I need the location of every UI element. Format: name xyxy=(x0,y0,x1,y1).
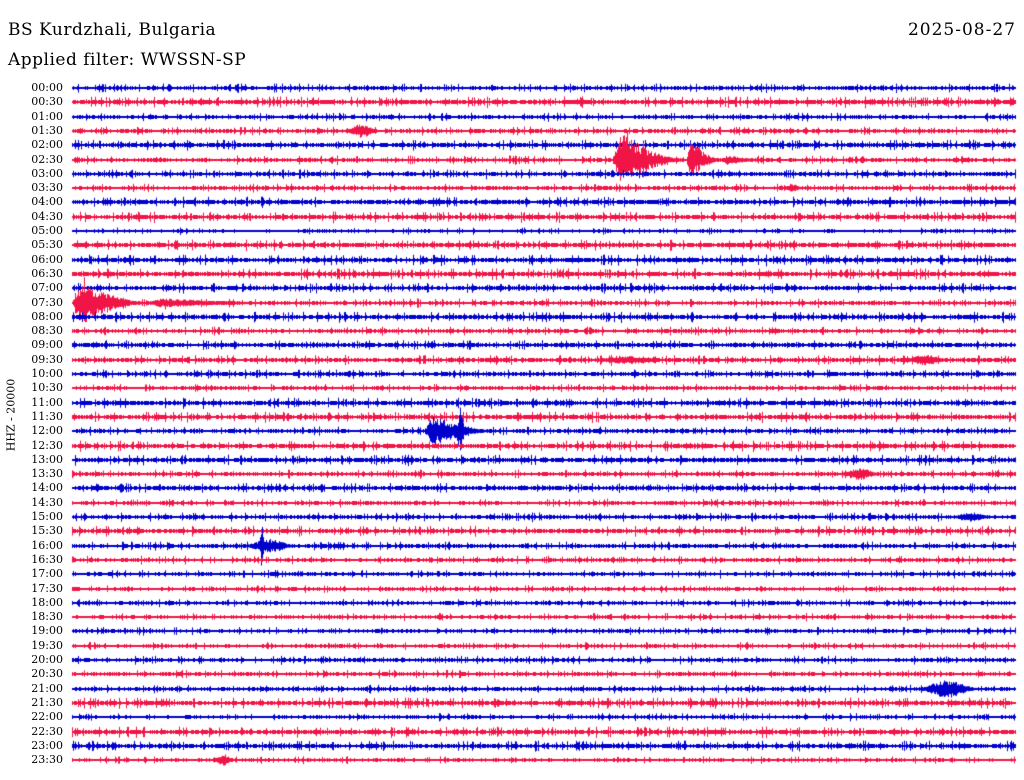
time-label-22:00: 22:00 xyxy=(31,710,63,723)
time-label-10:30: 10:30 xyxy=(31,381,63,394)
time-label-20:30: 20:30 xyxy=(31,667,63,680)
time-label-17:30: 17:30 xyxy=(31,582,63,595)
time-label-03:00: 03:00 xyxy=(31,167,63,180)
time-label-11:00: 11:00 xyxy=(31,396,63,409)
time-label-09:30: 09:30 xyxy=(31,353,63,366)
time-label-07:00: 07:00 xyxy=(31,281,63,294)
time-label-16:00: 16:00 xyxy=(31,539,63,552)
time-label-13:30: 13:30 xyxy=(31,467,63,480)
time-label-04:00: 04:00 xyxy=(31,195,63,208)
time-label-14:00: 14:00 xyxy=(31,481,63,494)
date-label: 2025-08-27 xyxy=(907,20,1016,40)
time-label-12:30: 12:30 xyxy=(31,439,63,452)
time-label-04:30: 04:30 xyxy=(31,210,63,223)
time-label-00:30: 00:30 xyxy=(31,95,63,108)
time-label-16:30: 16:30 xyxy=(31,553,63,566)
time-label-13:00: 13:00 xyxy=(31,453,63,466)
time-label-02:30: 02:30 xyxy=(31,153,63,166)
time-label-03:30: 03:30 xyxy=(31,181,63,194)
time-label-23:30: 23:30 xyxy=(31,753,63,766)
time-label-23:00: 23:00 xyxy=(31,739,63,752)
time-label-06:00: 06:00 xyxy=(31,253,63,266)
time-label-06:30: 06:30 xyxy=(31,267,63,280)
time-label-15:00: 15:00 xyxy=(31,510,63,523)
time-label-17:00: 17:00 xyxy=(31,567,63,580)
time-label-02:00: 02:00 xyxy=(31,138,63,151)
time-label-21:30: 21:30 xyxy=(31,696,63,709)
time-label-08:00: 08:00 xyxy=(31,310,63,323)
time-label-07:30: 07:30 xyxy=(31,296,63,309)
time-label-05:30: 05:30 xyxy=(31,238,63,251)
time-label-00:00: 00:00 xyxy=(31,81,63,94)
time-label-18:00: 18:00 xyxy=(31,596,63,609)
station-title: BS Kurdzhali, Bulgaria xyxy=(8,20,217,40)
time-label-01:30: 01:30 xyxy=(31,124,63,137)
time-label-19:30: 19:30 xyxy=(31,639,63,652)
filter-label: Applied filter: WWSSN-SP xyxy=(8,50,247,70)
time-label-18:30: 18:30 xyxy=(31,610,63,623)
time-label-05:00: 05:00 xyxy=(31,224,63,237)
time-label-12:00: 12:00 xyxy=(31,424,63,437)
time-label-08:30: 08:30 xyxy=(31,324,63,337)
time-label-15:30: 15:30 xyxy=(31,524,63,537)
time-label-09:00: 09:00 xyxy=(31,338,63,351)
time-label-21:00: 21:00 xyxy=(31,682,63,695)
time-label-14:30: 14:30 xyxy=(31,496,63,509)
time-label-01:00: 01:00 xyxy=(31,110,63,123)
time-label-11:30: 11:30 xyxy=(31,410,63,423)
time-label-19:00: 19:00 xyxy=(31,624,63,637)
time-label-20:00: 20:00 xyxy=(31,653,63,666)
time-label-10:00: 10:00 xyxy=(31,367,63,380)
time-label-22:30: 22:30 xyxy=(31,725,63,738)
